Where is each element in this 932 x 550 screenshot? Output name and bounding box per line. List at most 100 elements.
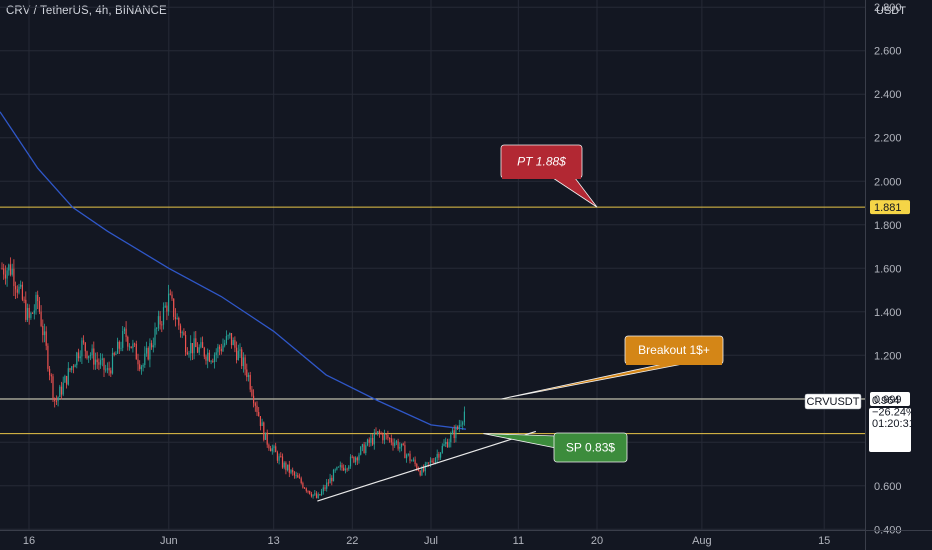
- candle-body: [151, 343, 153, 348]
- candle: [457, 425, 459, 431]
- candle: [88, 355, 90, 363]
- candle-body: [236, 347, 238, 361]
- candle: [96, 352, 98, 369]
- candle: [111, 348, 114, 375]
- candle: [339, 461, 341, 471]
- candle-body: [297, 475, 299, 478]
- candle: [242, 352, 244, 373]
- candle-body: [424, 463, 426, 472]
- candle-body: [332, 469, 335, 482]
- candle: [453, 425, 455, 443]
- price-axis[interactable]: 2.800 2.600 2.400 2.200 2.000 1.800 1.600 1.400…: [865, 0, 907, 550]
- candle-body: [222, 345, 224, 352]
- y-tick-label: 1.400: [874, 307, 902, 319]
- candle: [154, 322, 156, 348]
- candle-body: [57, 397, 59, 402]
- candle-body: [302, 483, 304, 488]
- candle-body: [441, 445, 443, 453]
- y-tick-label: 1.600: [874, 263, 902, 275]
- candle-body: [171, 294, 173, 299]
- candle: [42, 319, 44, 343]
- candle: [210, 360, 212, 365]
- candle: [402, 442, 404, 446]
- candle: [222, 338, 224, 353]
- candle-body: [106, 368, 108, 370]
- candle: [128, 343, 131, 351]
- time-axis[interactable]: 16 Jun 13 22 Jul 11 20 Aug 15: [0, 530, 932, 548]
- candle: [329, 473, 331, 484]
- candle: [253, 389, 255, 408]
- candle: [123, 327, 125, 334]
- candle-body: [142, 365, 144, 367]
- candle: [315, 491, 318, 499]
- candle: [76, 351, 78, 369]
- candle: [64, 374, 66, 383]
- candle-body: [179, 325, 182, 334]
- candle: [288, 460, 290, 478]
- candle-body: [351, 456, 353, 458]
- candle: [377, 431, 379, 436]
- candle-body: [88, 355, 90, 359]
- candle: [32, 312, 34, 314]
- candle: [110, 367, 112, 377]
- candle: [195, 330, 197, 348]
- y-tick-label: 2.800: [874, 2, 902, 14]
- candle-body: [103, 358, 105, 370]
- candle: [50, 373, 52, 384]
- candle: [363, 442, 365, 454]
- candle: [81, 337, 83, 364]
- candle-body: [111, 353, 114, 374]
- candle: [59, 384, 61, 398]
- candle-body: [101, 358, 103, 361]
- callout-pointer: [483, 433, 557, 449]
- level-price-bg: [870, 200, 910, 215]
- candle: [395, 439, 397, 446]
- candle: [176, 313, 178, 320]
- candle-body: [319, 494, 321, 496]
- candle-body: [407, 453, 409, 455]
- candle: [86, 350, 88, 360]
- candle-body: [128, 346, 131, 348]
- candle: [441, 443, 443, 454]
- candle: [38, 297, 40, 315]
- candle: [98, 358, 100, 371]
- candle: [351, 455, 353, 459]
- candle: [115, 351, 117, 355]
- candle-body: [176, 318, 178, 320]
- candle-body: [72, 366, 74, 368]
- candle: [161, 321, 163, 333]
- candle-body: [4, 274, 6, 279]
- candle-body: [120, 347, 122, 349]
- candle: [142, 363, 144, 372]
- candle-body: [11, 268, 13, 275]
- candle-body: [76, 352, 78, 366]
- candle: [1, 262, 3, 270]
- candle-body: [62, 382, 64, 395]
- candle: [120, 341, 122, 352]
- candle-body: [402, 443, 404, 446]
- candle-body: [264, 432, 267, 440]
- candle-body: [115, 353, 117, 355]
- candle-body: [127, 336, 129, 347]
- candle: [219, 344, 221, 356]
- candle-body: [205, 356, 207, 361]
- candle-body: [26, 307, 29, 320]
- candle-body: [247, 375, 250, 378]
- callout-pointer: [551, 177, 598, 208]
- candle: [244, 354, 246, 376]
- candle-body: [54, 397, 56, 402]
- x-tick-label: 22: [346, 535, 358, 547]
- candle-body: [234, 339, 236, 348]
- callout-seam: [555, 434, 626, 437]
- candle-body: [40, 311, 42, 327]
- current-price-bg: [869, 408, 911, 452]
- x-tick-label: 20: [591, 535, 603, 547]
- candle: [186, 347, 188, 356]
- candle: [275, 442, 277, 453]
- trendline: [317, 430, 537, 502]
- callout-2: SP 0.83$: [483, 432, 628, 463]
- candle-body: [329, 477, 331, 484]
- candle: [127, 335, 129, 351]
- candle-body: [431, 460, 433, 463]
